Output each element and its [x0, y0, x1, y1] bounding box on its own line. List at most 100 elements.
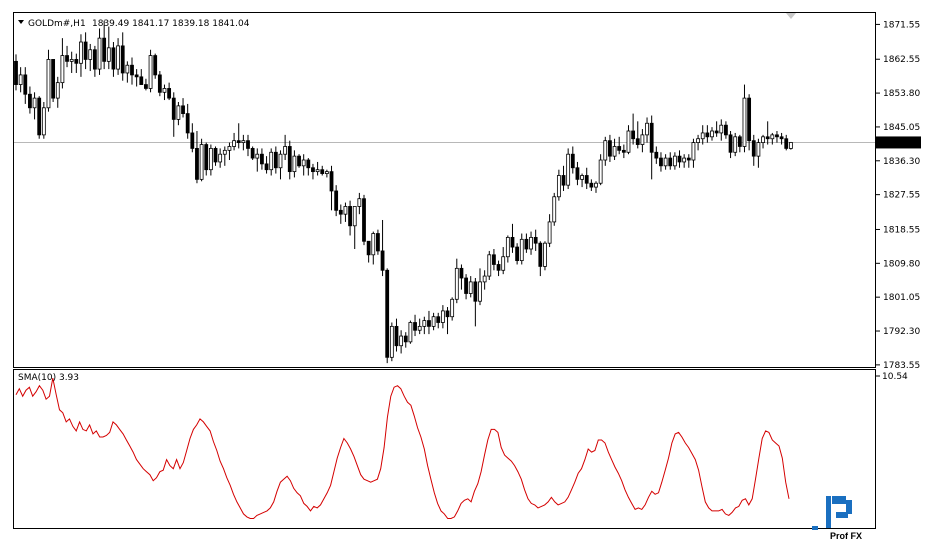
- candle: [450, 297, 455, 321]
- candle-body: [515, 246, 520, 262]
- candle-body: [144, 84, 148, 89]
- indicator-pane[interactable]: [13, 369, 876, 529]
- candle-body: [111, 47, 116, 70]
- candle-body: [153, 55, 158, 76]
- candle: [538, 241, 543, 277]
- price-tick-label: 1801.05: [883, 293, 920, 303]
- candle-body: [399, 335, 404, 347]
- candle-body: [779, 136, 784, 140]
- candle-body: [130, 64, 134, 76]
- candle-body: [55, 82, 60, 99]
- candle-body: [598, 159, 603, 184]
- candle-body: [139, 76, 144, 85]
- candle: [556, 169, 561, 201]
- candle: [352, 206, 357, 249]
- candle-body: [770, 134, 775, 140]
- candle-body: [41, 107, 46, 136]
- candle: [306, 158, 311, 176]
- candle: [311, 163, 315, 180]
- candle: [765, 121, 770, 145]
- candle: [515, 243, 520, 265]
- candle: [23, 67, 28, 104]
- candle: [222, 146, 227, 166]
- candle-body: [640, 134, 645, 145]
- candle: [742, 84, 747, 153]
- candle: [422, 316, 427, 335]
- svg-text:1841.04: 1841.04: [880, 138, 917, 148]
- price-pane[interactable]: [13, 12, 876, 368]
- candle-body: [700, 132, 705, 140]
- candle-body: [575, 167, 580, 180]
- candle: [41, 101, 46, 139]
- candle-body: [413, 322, 417, 331]
- candle: [46, 49, 51, 112]
- candle: [621, 144, 626, 159]
- candle-body: [584, 175, 589, 184]
- sma-layer: [15, 377, 790, 519]
- candle-body: [403, 335, 408, 343]
- candle-body: [556, 175, 561, 198]
- sma-line: [15, 377, 790, 519]
- candle-body: [348, 206, 352, 227]
- candle: [459, 264, 464, 290]
- candle: [756, 138, 761, 168]
- candle: [431, 312, 436, 331]
- candle: [171, 92, 176, 137]
- candle: [464, 274, 468, 300]
- candle-body: [120, 45, 125, 74]
- candle-body: [199, 144, 204, 180]
- candle-body: [376, 233, 380, 252]
- indicator-top-value: 10.54: [882, 372, 908, 382]
- candle-body: [677, 155, 682, 163]
- candle-body: [788, 142, 793, 149]
- candle: [733, 132, 738, 157]
- candle-body: [705, 132, 710, 138]
- candle-body: [724, 124, 728, 136]
- price-axis: 1871.55 1862.55 1853.80 1845.05 1836.30 1827.…: [876, 20, 920, 371]
- symbol-menu-arrow-icon[interactable]: [18, 20, 24, 24]
- candle-body: [533, 236, 538, 244]
- candle-body: [18, 74, 23, 85]
- candle: [278, 150, 283, 180]
- candle-body: [311, 167, 315, 173]
- price-tick-label: 1818.55: [883, 225, 920, 235]
- candle: [728, 131, 733, 159]
- current-price-label: 1841.04: [876, 136, 921, 149]
- candle: [74, 53, 79, 73]
- chart-shift-marker-icon[interactable]: [786, 13, 796, 19]
- candle: [389, 322, 394, 362]
- candle: [691, 138, 696, 168]
- candle-body: [389, 325, 394, 358]
- candle: [208, 144, 213, 176]
- candle: [413, 314, 417, 337]
- candle-body: [125, 64, 130, 74]
- candle-body: [362, 198, 366, 242]
- candle-body: [385, 269, 390, 358]
- candle: [640, 129, 645, 153]
- candle: [218, 148, 223, 168]
- candle-body: [686, 157, 691, 161]
- candle: [324, 169, 329, 178]
- candle-body: [737, 136, 742, 147]
- price-tick-label: 1845.05: [883, 123, 920, 133]
- candle: [190, 123, 195, 153]
- candle-body: [524, 238, 529, 250]
- candle-body: [60, 55, 65, 84]
- candle: [260, 148, 264, 170]
- candle: [529, 231, 533, 255]
- candle: [784, 134, 789, 151]
- price-tick-label: 1809.80: [883, 259, 920, 269]
- candle-body: [260, 153, 264, 165]
- candle: [682, 154, 687, 168]
- candle-body: [427, 320, 431, 327]
- candle: [700, 125, 705, 145]
- candle: [617, 136, 622, 155]
- candle: [343, 202, 348, 222]
- candle: [28, 86, 32, 114]
- candle: [566, 148, 571, 190]
- candle: [376, 229, 380, 255]
- candle: [626, 125, 631, 155]
- candle-body: [440, 310, 445, 323]
- candle: [148, 49, 153, 93]
- candle-body: [478, 281, 482, 302]
